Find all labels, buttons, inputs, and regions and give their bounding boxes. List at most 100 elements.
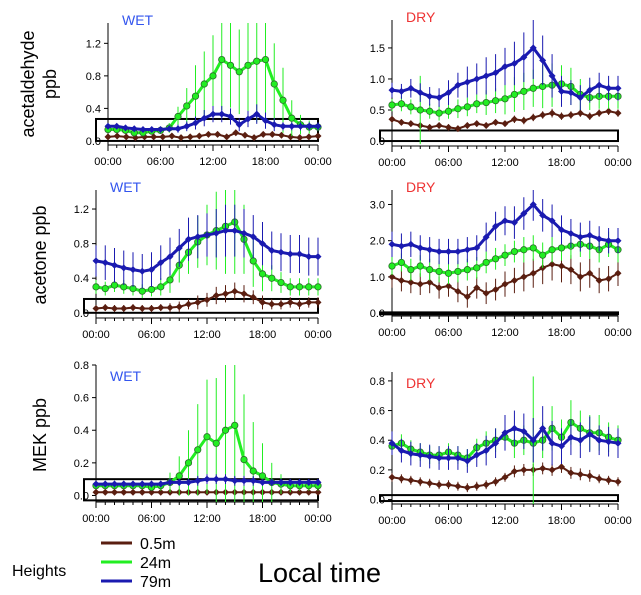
data-point [576, 94, 584, 102]
data-point [473, 451, 481, 459]
data-point [426, 453, 434, 461]
data-point [482, 122, 490, 130]
data-point [388, 473, 396, 481]
data-point [244, 61, 252, 69]
data-point [463, 266, 471, 274]
legend-title: Heights [12, 563, 66, 580]
series-0.5m [104, 129, 322, 142]
data-point [482, 289, 490, 297]
data-point [595, 475, 603, 483]
data-point [240, 455, 248, 464]
data-point [426, 479, 434, 487]
series-0.5m [388, 107, 622, 133]
y-tick-label: 0.0 [370, 136, 385, 148]
data-point [296, 488, 303, 496]
data-point [595, 235, 603, 243]
x-tick-label: 06:00 [435, 327, 463, 339]
data-point [454, 287, 462, 295]
data-point [576, 436, 584, 444]
data-point [203, 296, 211, 304]
data-point [249, 293, 257, 301]
data-point [138, 287, 146, 295]
series-79m [388, 20, 622, 110]
x-tick-label: 00:00 [378, 515, 406, 527]
data-point [435, 109, 443, 117]
x-tick-label: 00:00 [82, 513, 110, 525]
data-point [138, 480, 146, 488]
data-point [122, 133, 130, 141]
data-point [212, 439, 220, 447]
data-point [226, 61, 235, 69]
data-point [444, 269, 453, 277]
data-point [203, 475, 211, 483]
data-point [605, 438, 613, 446]
data-point [595, 436, 603, 444]
data-point [558, 112, 565, 120]
data-point [388, 439, 396, 447]
data-point [463, 103, 471, 111]
data-point [510, 90, 519, 99]
data-point [557, 244, 566, 252]
panel-1: 0.0 0.4 0.8 1.2 00:00 06:00 12:00 18:00 00:00 WET… [18, 12, 332, 168]
series-79m [104, 104, 322, 134]
data-point [397, 242, 405, 250]
data-point [258, 472, 267, 480]
data-point [482, 481, 490, 489]
data-point [576, 470, 584, 478]
data-point [558, 262, 565, 270]
data-point [110, 281, 119, 289]
data-point [148, 266, 155, 274]
data-point [576, 233, 584, 241]
data-point [235, 68, 243, 76]
x-tick-label: 06:00 [147, 156, 175, 168]
x-tick-label: 00:00 [604, 327, 632, 339]
data-point [586, 472, 594, 480]
data-point [279, 122, 287, 130]
x-tick-label: 06:00 [138, 513, 166, 525]
data-point [185, 300, 192, 308]
data-point [249, 233, 257, 241]
data-point [614, 269, 622, 277]
data-point [463, 457, 471, 465]
data-point [296, 300, 303, 308]
data-point [614, 237, 622, 245]
data-point [147, 285, 156, 294]
data-point [614, 84, 622, 92]
data-point [388, 101, 396, 109]
data-point [454, 248, 462, 256]
data-point [595, 81, 603, 89]
data-point [101, 259, 109, 267]
data-point [397, 100, 406, 108]
data-point [407, 278, 415, 286]
data-point [259, 130, 267, 138]
data-point [454, 81, 462, 89]
data-point [567, 469, 575, 477]
data-point [129, 488, 137, 496]
data-point [407, 84, 415, 92]
data-point [482, 447, 490, 455]
data-point [482, 233, 490, 241]
data-point [240, 229, 248, 237]
data-point [510, 247, 519, 256]
data-point [259, 478, 266, 486]
y-tick-label: 0.8 [74, 239, 89, 251]
data-point [473, 482, 481, 490]
data-point [510, 59, 518, 67]
data-point [454, 454, 462, 462]
data-point [157, 283, 165, 291]
data-point [175, 478, 183, 486]
x-tick-label: 00:00 [378, 327, 406, 339]
data-point [286, 298, 294, 306]
data-point [586, 112, 594, 120]
x-tick-label: 12:00 [199, 156, 227, 168]
data-point [501, 95, 509, 103]
y-tick-label: 0.5 [370, 105, 385, 117]
data-point [407, 120, 415, 128]
data-point [111, 480, 118, 488]
data-point [435, 454, 443, 462]
data-point [92, 257, 100, 265]
data-point [492, 478, 500, 486]
data-point [120, 488, 128, 496]
data-point [388, 273, 396, 281]
